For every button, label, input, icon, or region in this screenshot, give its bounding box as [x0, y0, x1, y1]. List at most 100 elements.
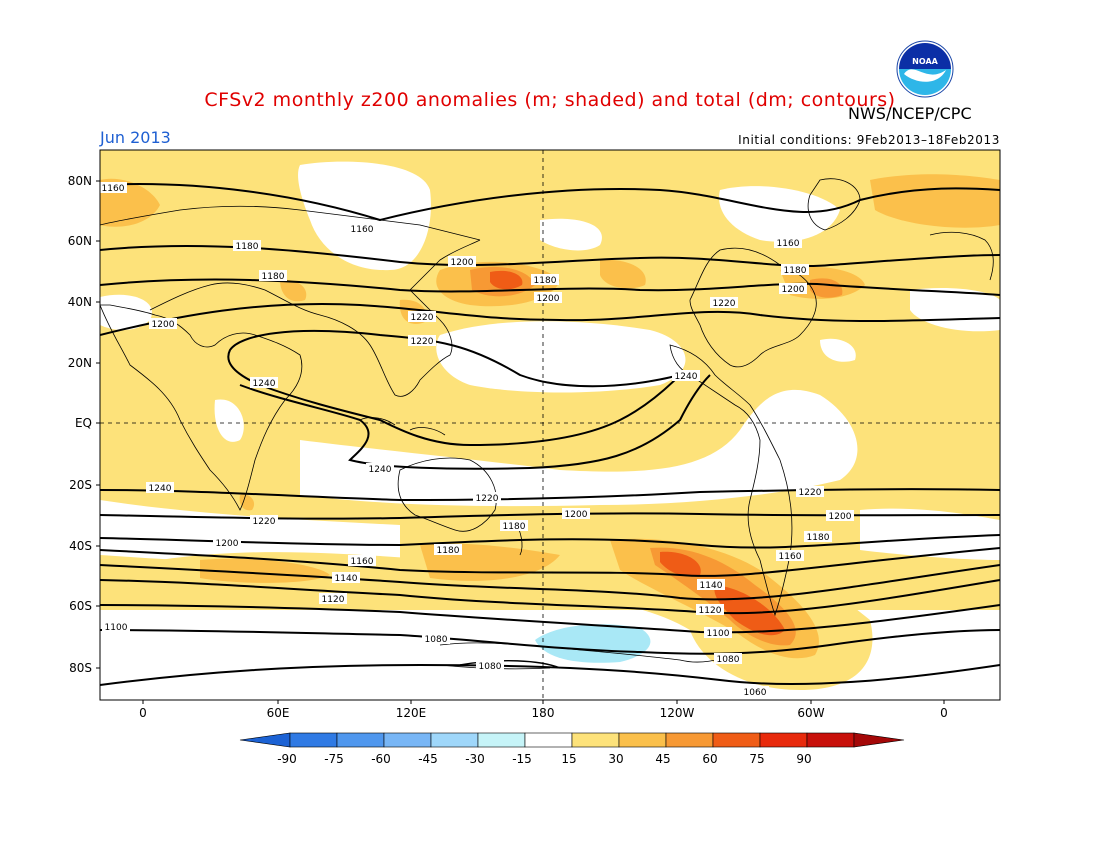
noaa-logo-icon: NOAA	[896, 40, 954, 98]
colorbar-swatch	[712, 732, 761, 748]
contour-label-background	[774, 237, 802, 248]
contour-label-background	[710, 297, 738, 308]
contour-label-background	[259, 270, 287, 281]
contour-label-background	[102, 621, 130, 632]
lon-label-180: 180	[531, 706, 555, 720]
contour-label: 1080	[425, 635, 448, 645]
contour-label-background	[408, 335, 436, 346]
contour-label-background	[366, 463, 394, 474]
colorbar-label: -90	[277, 752, 297, 766]
contour-label: 1200	[829, 512, 852, 522]
contour-label: 1200	[537, 294, 560, 304]
contour-label-background	[434, 544, 462, 555]
contour-label: 1200	[216, 539, 239, 549]
contour-label-background	[319, 593, 347, 604]
colorbar-swatch	[806, 732, 855, 748]
colorbar	[239, 732, 905, 748]
contour-1060-thin	[459, 660, 561, 669]
contour-label: 1220	[411, 337, 434, 347]
colorbar-swatch	[289, 732, 338, 748]
lat-label-eq: EQ	[74, 416, 92, 430]
contour-label: 1240	[253, 379, 276, 389]
contour-label-background	[422, 633, 450, 644]
colorbar-swatch	[571, 732, 620, 748]
contour-label-background	[250, 515, 278, 526]
lon-label-60e: 60E	[266, 706, 290, 720]
contour-label: 1120	[322, 595, 345, 605]
contour-label-background	[348, 555, 376, 566]
contour-label: 1220	[713, 299, 736, 309]
contour-label-background	[714, 653, 742, 664]
contour-label: 1200	[565, 510, 588, 520]
contour-label: 1080	[479, 662, 502, 672]
lon-label-0-east: 0	[940, 706, 948, 720]
contour-label: 1180	[534, 276, 557, 286]
colorbar-right-arrow	[853, 732, 905, 748]
contour-label: 1220	[253, 517, 276, 527]
colorbar-label: 30	[608, 752, 624, 766]
contour-label-background	[149, 318, 177, 329]
colorbar-swatch	[430, 732, 479, 748]
colorbar-label: 90	[796, 752, 812, 766]
colorbar-label: -15	[512, 752, 532, 766]
contour-label-background	[233, 240, 261, 251]
contour-label-background	[99, 182, 127, 193]
lat-label-40s: 40S	[69, 539, 92, 553]
contour-label: 1180	[437, 546, 460, 556]
contour-label-background	[826, 510, 854, 521]
contour-label-background	[704, 627, 732, 638]
anomaly-negative	[535, 624, 651, 663]
agency-label: NWS/NCEP/CPC	[848, 104, 972, 123]
contour-label: 1160	[777, 239, 800, 249]
colorbar-swatch	[759, 732, 808, 748]
contour-label: 1180	[262, 272, 285, 282]
contour-label-background	[672, 370, 700, 381]
colorbar-swatch	[477, 732, 526, 748]
contour-label: 1240	[369, 465, 392, 475]
contour-label-background	[697, 579, 725, 590]
forecast-month: Jun 2013	[100, 128, 171, 147]
initial-conditions: Initial conditions: 9Feb2013–18Feb2013	[738, 133, 1000, 147]
colorbar-label: -60	[371, 752, 391, 766]
contour-label-background	[804, 531, 832, 542]
contour-label: 1240	[675, 372, 698, 382]
contour-label: 1220	[476, 494, 499, 504]
contour-label-background	[531, 274, 559, 285]
contour-label-background	[213, 537, 241, 548]
contour-label-background	[776, 550, 804, 561]
lat-label-20s: 20S	[69, 478, 92, 492]
contour-label: 1160	[351, 225, 374, 235]
contour-label-background	[500, 520, 528, 531]
contour-label: 1140	[700, 581, 723, 591]
contour-label: 1180	[807, 533, 830, 543]
colorbar-label: 75	[749, 752, 765, 766]
contour-label: 1180	[503, 522, 526, 532]
lat-label-20n: 20N	[67, 356, 92, 370]
contour-label-background	[741, 686, 769, 697]
contour-label-background	[473, 492, 501, 503]
contour-label: 1200	[152, 320, 175, 330]
axis-ticks	[96, 180, 945, 704]
contour-label-background	[696, 604, 724, 615]
contour-label-background	[448, 256, 476, 267]
lat-label-80s: 80S	[69, 661, 92, 675]
contour-label: 1120	[699, 606, 722, 616]
contour-label-background	[476, 660, 504, 671]
colorbar-label: 15	[561, 752, 577, 766]
colorbar-swatch	[665, 732, 714, 748]
contour-label: 1100	[105, 623, 128, 633]
contour-label-background	[534, 292, 562, 303]
colorbar-left-arrow	[239, 732, 291, 748]
logo-text: NOAA	[912, 57, 938, 66]
contour-label: 1160	[102, 184, 125, 194]
contour-label: 1100	[707, 629, 730, 639]
contour-label-background	[781, 264, 809, 275]
colorbar-label: -75	[324, 752, 344, 766]
contour-label: 1200	[782, 285, 805, 295]
colorbar-label: 60	[702, 752, 718, 766]
map-title: CFSv2 monthly z200 anomalies (m; shaded)…	[204, 89, 896, 111]
contour-label: 1240	[149, 484, 172, 494]
contour-label-background	[250, 377, 278, 388]
contour-label-background	[779, 283, 807, 294]
